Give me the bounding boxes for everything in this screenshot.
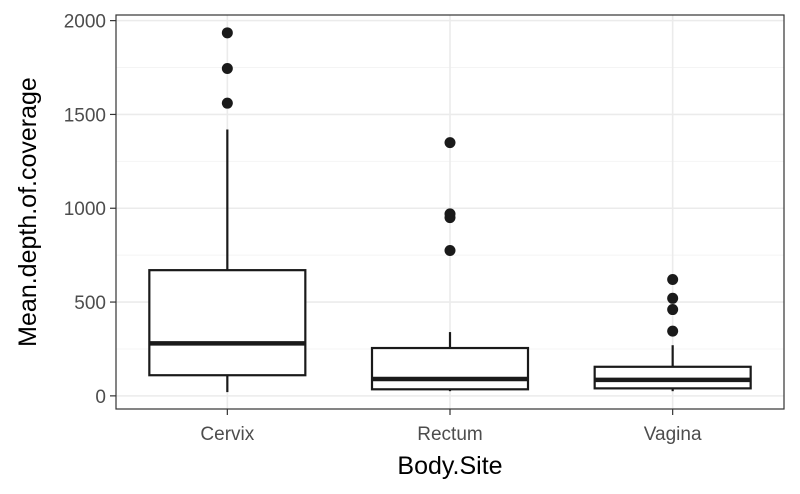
x-axis-title: Body.Site [397,452,502,480]
outlier-point [667,292,679,304]
x-axis-ticks: Cervix Rectum Vagina [200,409,702,445]
outlier-point [221,62,233,74]
box-rectum [370,137,530,392]
y-tick-label: 1500 [64,105,106,126]
y-tick-label: 500 [74,293,106,314]
box-vagina [593,274,752,392]
box-iqr [593,365,752,390]
y-axis-title: Mean.depth.of.coverage [14,77,42,347]
box-cervix [148,27,307,393]
y-axis-ticks: 0 500 1000 1500 2000 [64,12,116,408]
outlier-point [667,274,679,286]
outlier-point [444,208,456,220]
box-iqr [148,269,307,377]
outlier-point [221,97,233,109]
outlier-point [444,137,456,149]
outlier-point [667,304,679,316]
outlier-point [444,244,456,256]
y-tick-label: 1000 [64,199,106,220]
outlier-point [667,325,679,337]
box-iqr [370,346,530,391]
x-tick-label: Rectum [417,424,482,445]
y-tick-label: 0 [95,387,106,408]
y-tick-label: 2000 [64,12,106,33]
outlier-point [221,27,233,39]
x-tick-label: Vagina [644,424,702,445]
x-tick-label: Cervix [200,424,254,445]
boxes [148,27,752,393]
